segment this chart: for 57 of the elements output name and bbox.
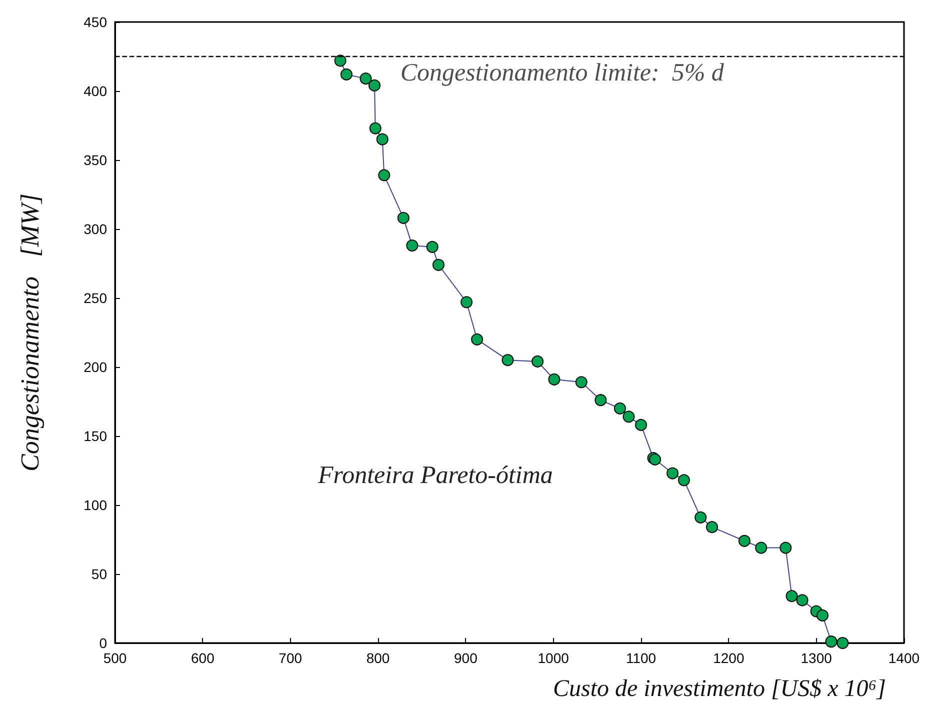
point xyxy=(502,354,514,366)
point xyxy=(694,511,707,524)
point xyxy=(796,594,808,606)
point xyxy=(738,534,750,547)
point xyxy=(786,590,798,602)
point xyxy=(376,133,388,146)
y-tick-label: 350 xyxy=(84,152,108,168)
y-tick-label: 450 xyxy=(84,14,108,30)
x-tick-label: 700 xyxy=(278,650,302,666)
point xyxy=(575,376,588,388)
point xyxy=(397,212,410,224)
point xyxy=(426,240,438,253)
point xyxy=(836,637,849,649)
point xyxy=(368,79,380,92)
y-tick-label: 150 xyxy=(84,428,108,444)
point xyxy=(406,240,418,252)
point xyxy=(622,410,635,423)
point xyxy=(825,636,838,648)
point xyxy=(340,68,352,80)
point xyxy=(378,169,390,182)
point xyxy=(548,373,560,386)
y-tick-label: 200 xyxy=(84,359,108,375)
annotation: Fronteira Pareto-ótima xyxy=(317,462,553,489)
y-tick-label: 300 xyxy=(84,221,108,237)
point xyxy=(780,542,792,554)
x-tick-label: 1300 xyxy=(800,650,832,666)
point xyxy=(532,355,544,368)
point xyxy=(614,402,626,414)
y-tick-label: 250 xyxy=(84,290,108,306)
y-tick-label: 100 xyxy=(84,497,108,513)
annotation: Congestionamento limite: 5% d xyxy=(400,60,724,86)
y-tick-label: 400 xyxy=(84,83,108,99)
point xyxy=(432,258,444,271)
point xyxy=(594,394,607,406)
point xyxy=(706,521,718,534)
x-tick-label: 1400 xyxy=(888,650,920,666)
x-tick-label: 900 xyxy=(454,650,478,666)
x-tick-label: 500 xyxy=(103,650,127,666)
point xyxy=(755,542,768,554)
point xyxy=(360,72,372,85)
x-tick-label: 1100 xyxy=(626,650,656,666)
point xyxy=(666,467,679,480)
point xyxy=(678,474,690,486)
y-axis-title: Congestionamento [MW] xyxy=(16,193,44,472)
point xyxy=(635,418,647,431)
point xyxy=(460,296,473,308)
x-tick-label: 800 xyxy=(366,650,390,666)
y-tick-label: 50 xyxy=(91,566,108,582)
point xyxy=(369,122,382,134)
point xyxy=(471,333,484,346)
x-tick-label: 1200 xyxy=(713,650,744,666)
point xyxy=(334,54,346,67)
y-tick-label: 0 xyxy=(99,635,108,651)
x-tick-label: 600 xyxy=(190,650,215,666)
x-axis-title: Custo de investimento [US$ x 10⁶] xyxy=(553,676,886,702)
point xyxy=(816,609,828,622)
x-tick-label: 1000 xyxy=(538,650,570,666)
